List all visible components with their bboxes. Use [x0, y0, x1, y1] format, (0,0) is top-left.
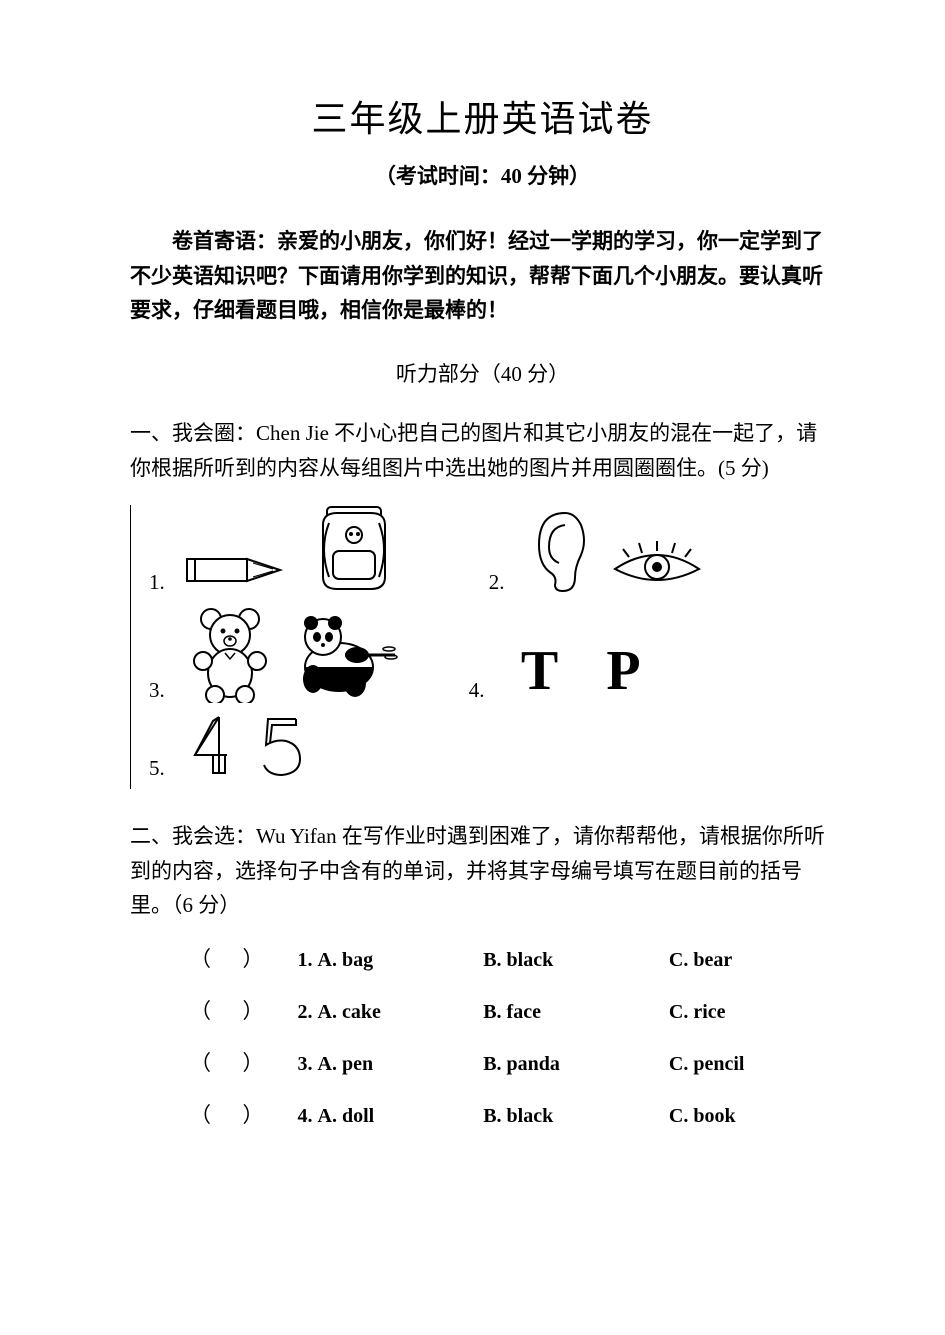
- q2-row-3-b: B. panda: [483, 1053, 669, 1076]
- q1-item-2-num: 2.: [489, 570, 505, 595]
- q1-item-4-num: 4.: [469, 678, 485, 703]
- q1-item-4: 4. T P: [469, 639, 659, 703]
- q1-item-1: 1.: [149, 505, 399, 595]
- q2-row-1-c: C. bear: [669, 949, 835, 972]
- pencil-sharpener-icon: [185, 545, 295, 595]
- eye-icon: [609, 535, 704, 595]
- q2-row-4-a: 4. A. doll: [298, 1105, 484, 1128]
- q1-block: 1.: [130, 505, 835, 789]
- q2-row-2-paren: （ ）: [190, 995, 298, 1025]
- number-4-icon: [185, 711, 240, 781]
- letter-t: T: [505, 639, 575, 703]
- page-title: 三年级上册英语试卷: [130, 90, 835, 142]
- page-subtitle: （考试时间：40 分钟）: [130, 160, 835, 190]
- ear-icon: [525, 505, 595, 595]
- q2-row-4-paren: （ ）: [190, 1099, 298, 1129]
- teddy-bear-icon: [185, 603, 275, 703]
- q2-prompt: 二、我会选：Wu Yifan 在写作业时遇到困难了，请你帮帮他，请根据你所听到的…: [130, 819, 835, 923]
- q2-row-3: （ ） 3. A. pen B. panda C. pencil: [190, 1047, 835, 1077]
- q2-row-1-paren: （ ）: [190, 943, 298, 973]
- number-5-icon: [254, 711, 309, 781]
- schoolbag-icon: [309, 505, 399, 595]
- q1-prompt: 一、我会圈：Chen Jie 不小心把自己的图片和其它小朋友的混在一起了，请你根…: [130, 416, 835, 485]
- q1-row-3: 5.: [149, 711, 835, 789]
- q1-item-3-num: 3.: [149, 678, 165, 703]
- q2-row-2-b: B. face: [483, 1001, 669, 1024]
- q2-row-1: （ ） 1. A. bag B. black C. bear: [190, 943, 835, 973]
- q2-row-3-c: C. pencil: [669, 1053, 835, 1076]
- letter-p: P: [589, 639, 659, 703]
- q1-row-2: 3.: [149, 603, 835, 711]
- listening-section-header: 听力部分（40 分）: [130, 358, 835, 388]
- q1-item-2: 2.: [489, 505, 704, 595]
- q2-row-2-a: 2. A. cake: [298, 1001, 484, 1024]
- q2-row-4-b: B. black: [483, 1105, 669, 1128]
- q2-row-1-a: 1. A. bag: [298, 949, 484, 972]
- q2-row-4-c: C. book: [669, 1105, 835, 1128]
- q2-row-2: （ ） 2. A. cake B. face C. rice: [190, 995, 835, 1025]
- q2-grid: （ ） 1. A. bag B. black C. bear （ ） 2. A.…: [190, 943, 835, 1129]
- q1-item-3: 3.: [149, 603, 399, 703]
- q2-row-3-a: 3. A. pen: [298, 1053, 484, 1076]
- panda-icon: [289, 613, 399, 703]
- q2-row-3-paren: （ ）: [190, 1047, 298, 1077]
- q1-item-1-num: 1.: [149, 570, 165, 595]
- exam-page: 三年级上册英语试卷 （考试时间：40 分钟） 卷首寄语：亲爱的小朋友，你们好！经…: [0, 0, 945, 1335]
- q1-row-1: 1.: [149, 505, 835, 603]
- q2-row-1-b: B. black: [483, 949, 669, 972]
- intro-paragraph: 卷首寄语：亲爱的小朋友，你们好！经过一学期的学习，你一定学到了不少英语知识吧？下…: [130, 224, 835, 328]
- q2-row-4: （ ） 4. A. doll B. black C. book: [190, 1099, 835, 1129]
- q2-row-2-c: C. rice: [669, 1001, 835, 1024]
- q1-item-5: 5.: [149, 711, 309, 781]
- q1-item-5-num: 5.: [149, 756, 165, 781]
